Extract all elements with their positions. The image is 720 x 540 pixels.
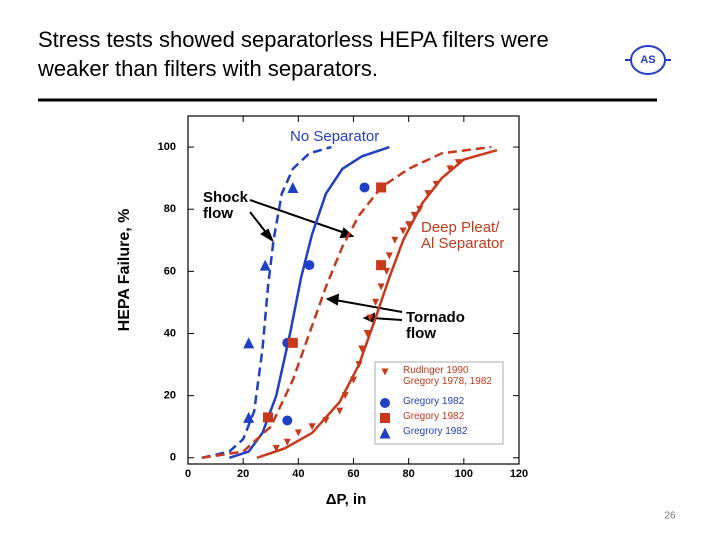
legend-marker <box>380 413 390 423</box>
point <box>322 417 330 424</box>
point <box>304 260 315 271</box>
point <box>410 211 418 219</box>
point <box>243 411 255 423</box>
point <box>359 182 370 193</box>
annotation: Shock flow <box>203 189 249 222</box>
legend-label: Gregory 1982 <box>403 411 465 422</box>
point <box>341 392 349 400</box>
curve <box>256 148 498 459</box>
point <box>446 165 454 173</box>
point <box>308 423 316 431</box>
arrows <box>249 199 403 324</box>
point <box>262 412 273 423</box>
legend-label: Gregrory 1982 <box>403 426 468 437</box>
x-tick-label: 0 <box>185 468 191 480</box>
point <box>377 283 385 291</box>
point <box>243 337 255 349</box>
point <box>287 337 298 348</box>
arrow <box>249 199 346 234</box>
point <box>416 205 424 213</box>
point <box>372 298 380 306</box>
legend-box <box>374 361 504 445</box>
point <box>405 221 413 229</box>
arrow-head <box>325 293 340 306</box>
point <box>366 314 374 322</box>
point <box>454 159 462 167</box>
point <box>391 236 399 244</box>
curve <box>201 145 332 460</box>
point <box>282 415 293 426</box>
point <box>350 376 357 384</box>
y-tick-label: 80 <box>164 203 176 215</box>
annotation: Deep Pleat/ Al Separator <box>421 219 505 252</box>
legend-marker <box>380 398 390 408</box>
legend-label: Rudlnger 1990 Gregory 1978, 1982 <box>403 365 492 387</box>
legend-marker <box>381 368 389 376</box>
point <box>272 444 280 452</box>
legend-marker <box>379 427 391 439</box>
x-tick-label: 120 <box>510 468 528 480</box>
point <box>287 181 299 193</box>
y-tick-label: 40 <box>164 327 176 339</box>
y-axis-label: HEPA Failure, % <box>116 209 133 332</box>
x-tick-label: 80 <box>403 468 415 480</box>
point <box>424 190 432 198</box>
slide-title: Stress tests showed separatorless HEPA f… <box>38 27 549 81</box>
annotation: Tornado flow <box>406 309 465 342</box>
point <box>399 227 407 235</box>
page-number: 26 <box>664 511 676 522</box>
point <box>355 361 363 369</box>
arrow <box>334 299 403 313</box>
point <box>432 180 440 188</box>
point <box>376 182 387 193</box>
point <box>385 252 393 260</box>
point <box>376 260 387 271</box>
x-tick-label: 60 <box>347 468 359 480</box>
y-tick-label: 0 <box>170 452 176 464</box>
x-axis-label: ΔP, in <box>326 491 367 508</box>
logo-text: AS <box>640 54 655 66</box>
arrow <box>371 317 403 321</box>
x-tick-label: 40 <box>292 468 304 480</box>
point <box>336 407 344 415</box>
annotation: No Separator <box>290 128 380 145</box>
y-tick-label: 20 <box>164 390 176 402</box>
point <box>294 429 302 437</box>
curve <box>201 145 492 460</box>
x-tick-label: 100 <box>455 468 473 480</box>
point <box>259 259 271 271</box>
y-tick-label: 60 <box>164 265 176 277</box>
arrow-head <box>260 228 275 243</box>
point <box>358 345 366 353</box>
point <box>363 330 371 337</box>
x-tick-label: 20 <box>237 468 249 480</box>
y-tick-label: 100 <box>158 141 176 153</box>
point <box>283 438 291 446</box>
legend-label: Gregory 1982 <box>403 396 465 407</box>
